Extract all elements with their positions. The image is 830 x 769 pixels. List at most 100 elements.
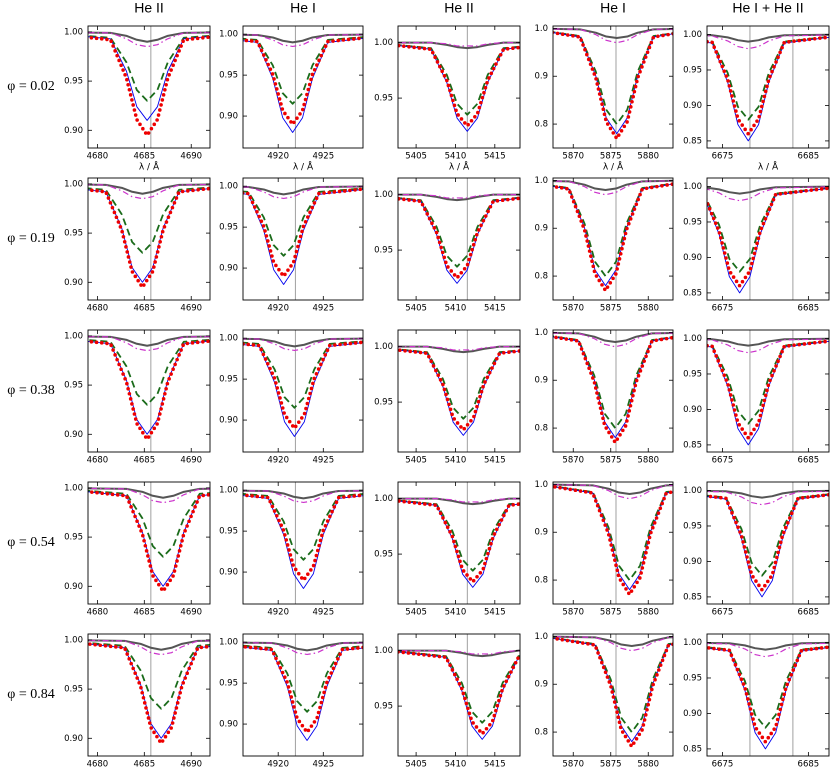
line-series <box>243 644 363 735</box>
line-series <box>243 641 363 652</box>
x-tick-label: 5410 <box>445 608 467 618</box>
y-tick-label: 1.0 <box>534 632 548 642</box>
line-series <box>398 197 520 284</box>
line-series <box>88 31 210 43</box>
line-series <box>553 32 673 135</box>
line-series <box>88 639 210 651</box>
plot-frame <box>706 177 830 301</box>
y-tick-label: 0.95 <box>374 702 393 712</box>
y-tick-label: 0.8 <box>534 424 548 434</box>
x-tick-label: 6685 <box>798 608 820 618</box>
plot-frame <box>552 633 674 757</box>
plot-area <box>553 178 673 300</box>
y-tick-label: 0.9 <box>534 72 548 82</box>
plot-area <box>398 634 520 756</box>
y-tick-label: 0.85 <box>683 744 702 754</box>
y-tick-label: 0.90 <box>683 101 702 111</box>
line-series <box>88 489 210 558</box>
line-series <box>398 43 520 128</box>
line-series <box>707 645 829 744</box>
y-tick-label: 0.85 <box>683 440 702 450</box>
line-series <box>553 483 673 495</box>
plot-area <box>243 482 363 604</box>
line-series <box>707 647 829 750</box>
line-series <box>553 30 673 141</box>
y-tick-label: 1.00 <box>64 27 83 37</box>
line-series <box>243 337 363 348</box>
plot-frame <box>242 633 364 757</box>
x-tick-label: 4690 <box>180 304 202 314</box>
y-tick-label: 1.00 <box>374 342 393 352</box>
line-series <box>707 186 829 288</box>
row-label: φ = 0.19 <box>7 231 54 246</box>
line-series <box>398 194 520 199</box>
plot-area <box>707 482 829 604</box>
x-tick-label: 5880 <box>637 456 659 466</box>
line-series <box>707 33 829 43</box>
y-tick-label: 1.00 <box>374 494 393 504</box>
x-tick-label: 4690 <box>180 152 202 162</box>
y-tick-label: 1.00 <box>64 179 83 189</box>
x-tick-label: 5405 <box>405 608 427 618</box>
plot-area <box>398 178 520 300</box>
plot-frame <box>552 25 674 149</box>
line-series <box>398 348 520 420</box>
plot-area <box>88 634 210 756</box>
y-tick-label: 0.90 <box>64 734 83 744</box>
y-tick-label: 1.00 <box>64 331 83 341</box>
x-axis-label: λ / Å <box>603 161 624 173</box>
plot-area <box>707 330 829 452</box>
line-series <box>707 35 829 136</box>
x-axis-label: λ / Å <box>449 161 470 173</box>
x-tick-label: 4680 <box>87 760 109 769</box>
line-series <box>243 338 363 352</box>
line-series <box>243 493 363 561</box>
line-series <box>88 639 210 656</box>
y-tick-label: 1.00 <box>683 638 702 648</box>
line-series <box>88 489 210 594</box>
plot-frame <box>397 633 521 757</box>
y-tick-label: 0.9 <box>534 224 548 234</box>
y-tick-label: 0.95 <box>64 533 83 543</box>
line-series <box>553 335 673 429</box>
row-label: φ = 0.84 <box>7 687 54 702</box>
x-tick-label: 6685 <box>798 760 820 769</box>
panel-title: He I <box>600 0 626 16</box>
x-tick-label: 4925 <box>312 304 334 314</box>
plot-frame <box>397 177 521 301</box>
y-tick-label: 0.95 <box>374 550 393 560</box>
y-tick-label: 0.90 <box>219 264 238 274</box>
line-series <box>243 187 363 279</box>
x-tick-label: 5415 <box>484 304 506 314</box>
line-series <box>707 337 829 347</box>
x-tick-label: 5880 <box>637 152 659 162</box>
x-tick-label: 4925 <box>312 608 334 618</box>
line-series <box>88 491 210 587</box>
line-series <box>707 641 829 651</box>
line-series <box>243 489 363 500</box>
plot-frame <box>552 329 674 453</box>
y-tick-label: 0.85 <box>683 592 702 602</box>
line-series <box>553 332 673 348</box>
y-tick-label: 0.9 <box>534 528 548 538</box>
y-tick-label: 0.90 <box>64 278 83 288</box>
x-tick-label: 5875 <box>600 760 622 769</box>
y-tick-label: 0.8 <box>534 120 548 130</box>
y-tick-label: 1.00 <box>219 182 238 192</box>
plot-frame <box>552 481 674 605</box>
y-tick-label: 0.90 <box>683 253 702 263</box>
line-series <box>707 642 829 658</box>
y-tick-label: 1.00 <box>683 30 702 40</box>
plot-area <box>707 178 829 300</box>
line-series <box>707 186 829 202</box>
line-series <box>243 33 363 44</box>
line-series <box>707 490 829 506</box>
plot-area <box>88 178 210 300</box>
y-tick-label: 0.90 <box>219 416 238 426</box>
line-series <box>88 186 210 254</box>
plot-frame <box>552 177 674 301</box>
line-series <box>398 348 520 432</box>
x-tick-label: 4690 <box>180 760 202 769</box>
x-tick-label: 5880 <box>637 608 659 618</box>
y-tick-label: 0.95 <box>219 223 238 233</box>
